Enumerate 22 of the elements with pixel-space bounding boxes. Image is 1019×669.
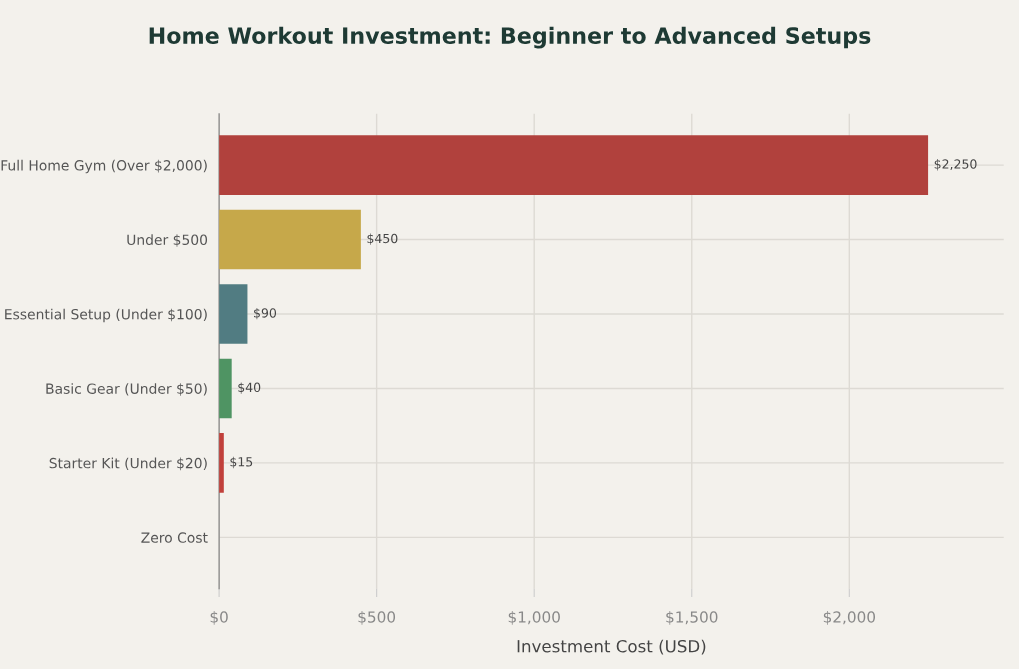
data-label: $450 [367,233,398,245]
x-tick-label: $1,000 [508,610,560,625]
data-label: $15 [230,456,253,469]
y-tick-label: Basic Gear (Under $50) [46,383,207,396]
data-label: $90 [254,307,277,320]
bar [219,209,361,270]
data-label: $40 [238,382,261,394]
x-tick-label: $0 [210,610,228,625]
bar [219,358,232,419]
y-tick-label: Zero Cost [141,532,208,543]
x-tick-label: $2,000 [823,610,876,625]
bar [219,284,248,344]
x-tick-label: $500 [358,610,396,625]
data-label: $2,250 [934,159,977,171]
y-tick-label: Starter Kit (Under $20) [49,457,207,471]
x-axis-title: Investment Cost (USD) [517,639,706,655]
x-tick-label: $1,500 [666,610,718,625]
y-tick-label: Under $500 [127,234,208,247]
bar [219,135,929,195]
chart-title: Home Workout Investment: Beginner to Advanced Setups [149,26,871,49]
y-tick-label: Full Home Gym (Over $2,000) [1,159,207,174]
y-tick-label: Essential Setup (Under $100) [5,308,207,323]
